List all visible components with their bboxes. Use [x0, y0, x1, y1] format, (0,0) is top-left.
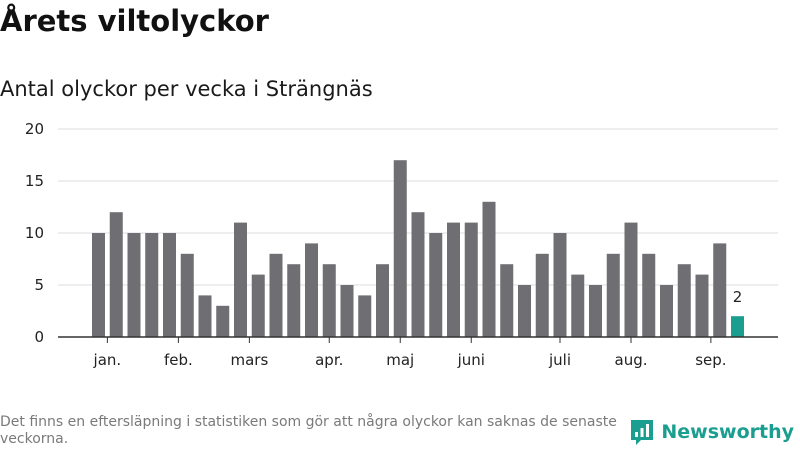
- bar: [340, 285, 354, 337]
- bar: [447, 222, 460, 337]
- bar: [429, 233, 443, 337]
- x-tick-label: jan.: [93, 351, 122, 369]
- bar: [305, 243, 318, 337]
- bar: [163, 233, 176, 337]
- bar: [589, 285, 602, 337]
- bar-current-week: [731, 316, 744, 337]
- brand-name: Newsworthy: [661, 421, 794, 443]
- bar: [482, 201, 496, 337]
- chart-subtitle: Antal olyckor per vecka i Strängnäs: [0, 77, 373, 101]
- bar: [642, 253, 656, 337]
- data-labels: 2: [733, 288, 743, 306]
- bar: [624, 222, 638, 337]
- last-value-label: 2: [733, 288, 743, 306]
- x-tick-label: maj: [386, 351, 414, 369]
- x-tick-label: feb.: [164, 351, 193, 369]
- bar: [180, 253, 194, 337]
- bar: [198, 295, 212, 337]
- bar: [571, 274, 585, 337]
- bar: [376, 264, 389, 337]
- y-tick-label: 5: [34, 276, 44, 294]
- bar: [109, 212, 123, 337]
- bar: [92, 233, 105, 337]
- bar: [464, 222, 478, 337]
- bar: [695, 274, 709, 337]
- bar: [287, 264, 301, 337]
- y-axis-ticks: 0 5 10 15 20: [25, 120, 44, 346]
- bar: [251, 274, 265, 337]
- chart-title: Årets viltolyckor: [0, 4, 269, 38]
- y-tick-label: 10: [25, 224, 44, 242]
- footnote: Det finns en eftersläpning i statistiken…: [0, 414, 617, 447]
- bar: [322, 264, 336, 337]
- bar: [518, 285, 531, 337]
- y-tick-label: 15: [25, 172, 44, 190]
- x-tick-label: mars: [230, 351, 268, 369]
- bar: [553, 233, 567, 337]
- bar: [393, 160, 407, 337]
- bar: [535, 253, 549, 337]
- x-tick-label: juli: [548, 351, 571, 369]
- x-axis-ticks: jan. feb. mars apr. maj juni juli aug. sep.: [93, 337, 727, 369]
- bar: [411, 212, 425, 337]
- bar: [234, 222, 247, 337]
- bar: [606, 253, 620, 337]
- newsworthy-logo-icon: [631, 420, 654, 445]
- bar: [145, 233, 159, 337]
- y-tick-label: 0: [34, 328, 44, 346]
- bar: [216, 305, 230, 337]
- bar: [677, 264, 691, 337]
- x-tick-label: sep.: [695, 351, 726, 369]
- x-tick-label: apr.: [315, 351, 343, 369]
- bar: [713, 243, 727, 337]
- brand-logo: Newsworthy: [629, 418, 794, 446]
- bar-chart: 0 5 10 15 20 jan. feb. mars apr. maj juni juli aug.…: [25, 120, 778, 369]
- y-tick-label: 20: [25, 120, 44, 138]
- bar: [127, 233, 141, 337]
- bar: [358, 295, 372, 337]
- x-tick-label: aug.: [615, 351, 648, 369]
- bar: [660, 285, 673, 337]
- bar: [269, 253, 283, 337]
- x-tick-label: juni: [457, 351, 485, 369]
- bars: [92, 160, 744, 337]
- bar: [500, 264, 514, 337]
